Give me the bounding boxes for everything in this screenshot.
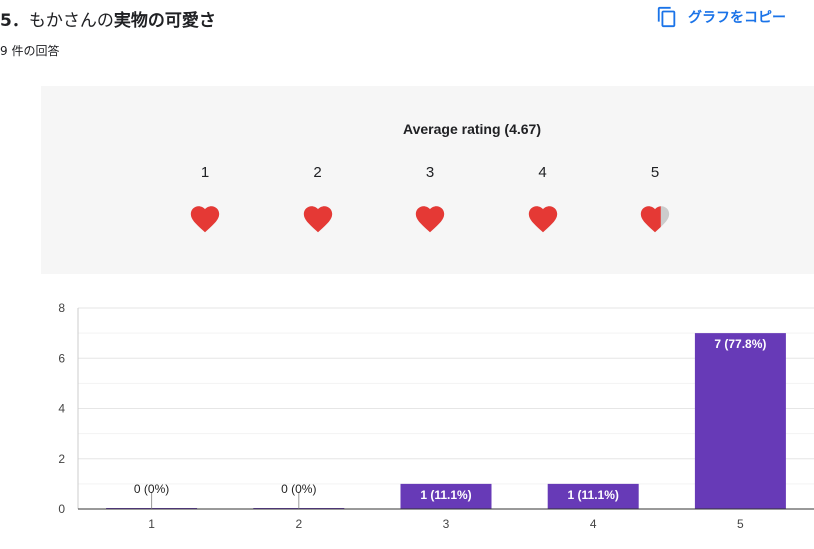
- bar-data-label: 7 (77.8%): [714, 337, 766, 351]
- question-text-prefix: もかさんの: [28, 11, 114, 31]
- x-tick-label: 3: [443, 517, 450, 531]
- rating-scale-label: 5: [650, 164, 660, 181]
- bar-chart: 0 2 4 6 8 0 (0%) 1 0 (0%) 2 1 (11.1%) 3 1 (11.1%) 4 7…: [58, 301, 814, 531]
- rating-column: 1: [175, 164, 235, 240]
- heart-icon: [640, 206, 670, 233]
- question-title: 5．もかさんの実物の可愛さ: [0, 6, 216, 31]
- heart-icon: [303, 206, 332, 233]
- rating-column: 5: [625, 164, 685, 240]
- heart-icon: [190, 206, 220, 233]
- x-tick-label: 2: [295, 517, 302, 531]
- bar-data-label: 1 (11.1%): [568, 488, 619, 502]
- rating-column: 4: [513, 164, 573, 240]
- y-tick-label: 0: [58, 502, 65, 516]
- question-text-bold: 実物の可愛さ: [113, 11, 216, 31]
- rating-column: 2: [288, 164, 348, 240]
- y-tick-label: 8: [58, 301, 65, 315]
- average-rating-label: Average rating (4.67): [403, 121, 541, 137]
- bar: [694, 333, 786, 509]
- y-tick-label: 6: [58, 351, 65, 365]
- question-number: 5．: [0, 11, 29, 31]
- bar-data-label: 1 (11.1%): [420, 488, 471, 502]
- rating-scale-label: 1: [200, 164, 210, 181]
- x-tick-label: 1: [148, 517, 155, 531]
- rating-column: 3: [400, 164, 460, 240]
- bar-data-label: 0 (0%): [134, 482, 169, 496]
- y-tick-label: 4: [58, 402, 65, 416]
- rating-scale-label: 2: [313, 164, 322, 181]
- copy-chart-label: グラフをコピー: [688, 10, 786, 26]
- x-tick-label: 4: [590, 517, 597, 531]
- bar: [400, 483, 492, 509]
- rating-scale-label: 3: [425, 164, 435, 181]
- heart-icon: [528, 206, 557, 233]
- y-tick-label: 2: [58, 452, 65, 466]
- response-count: 9 件の回答: [0, 44, 60, 58]
- x-tick-label: 5: [737, 517, 744, 531]
- rating-panel: Average rating (4.67) 1 2 3 4 5: [41, 86, 814, 274]
- bar-data-label: 0 (0%): [281, 482, 316, 496]
- rating-scale-label: 4: [538, 164, 547, 181]
- copy-icon: [657, 6, 676, 28]
- copy-chart-button[interactable]: グラフをコピー: [656, 6, 786, 28]
- bar: [547, 483, 639, 509]
- heart-icon: [415, 206, 445, 233]
